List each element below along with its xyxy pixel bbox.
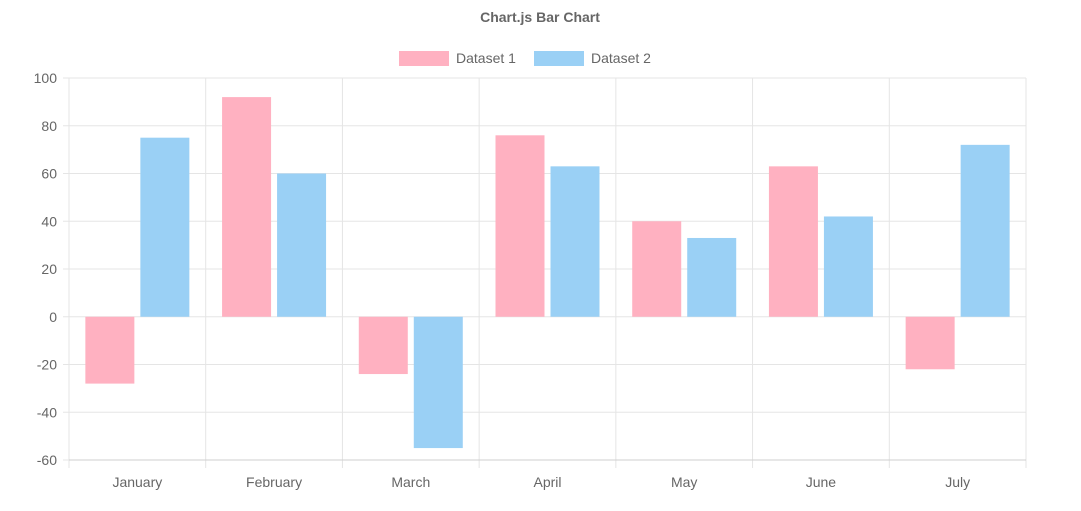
y-tick-label: 40 — [41, 213, 57, 229]
y-tick-label: -20 — [37, 357, 57, 373]
x-tick-label: May — [671, 474, 697, 490]
bar-dataset-2-july[interactable] — [960, 144, 1010, 317]
y-tick-label: 80 — [41, 118, 57, 134]
y-tick-label: 0 — [49, 309, 57, 325]
bar-dataset-1-june[interactable] — [768, 166, 818, 317]
bars-layer — [85, 97, 1010, 449]
bar-dataset-2-june[interactable] — [823, 216, 873, 317]
y-axis-ticks: 100 80 60 40 20 0 -20 -40 -60 — [34, 70, 58, 468]
bar-dataset-1-july[interactable] — [905, 316, 955, 370]
x-tick-label: January — [112, 474, 162, 490]
y-tick-label: 100 — [34, 70, 58, 86]
x-tick-label: April — [533, 474, 561, 490]
x-tick-label: March — [391, 474, 430, 490]
bar-dataset-2-may[interactable] — [687, 237, 737, 317]
legend-swatch-dataset-2 — [534, 51, 584, 66]
bar-dataset-1-april[interactable] — [495, 135, 545, 317]
y-tick-label: -40 — [37, 404, 57, 420]
legend-label-dataset-2: Dataset 2 — [591, 50, 651, 66]
bar-dataset-2-february[interactable] — [277, 173, 327, 317]
bar-dataset-1-january[interactable] — [85, 316, 135, 384]
x-tick-label: July — [945, 474, 970, 490]
y-tick-label: 20 — [41, 261, 57, 277]
legend-item-dataset-2[interactable]: Dataset 2 — [534, 50, 651, 66]
bar-dataset-1-february[interactable] — [222, 97, 272, 317]
x-tick-label: June — [806, 474, 837, 490]
x-axis-ticks: January February March April May June July — [112, 474, 970, 490]
legend-swatch-dataset-1 — [399, 51, 449, 66]
chart-title: Chart.js Bar Chart — [480, 9, 600, 25]
bar-dataset-2-january[interactable] — [140, 137, 190, 317]
bar-dataset-1-march[interactable] — [358, 316, 408, 375]
legend: Dataset 1 Dataset 2 — [399, 50, 651, 66]
legend-label-dataset-1: Dataset 1 — [456, 50, 516, 66]
legend-item-dataset-1[interactable]: Dataset 1 — [399, 50, 516, 66]
bar-dataset-1-may[interactable] — [632, 221, 682, 317]
bar-dataset-2-april[interactable] — [550, 166, 600, 317]
x-tick-label: February — [246, 474, 302, 490]
y-tick-label: -60 — [37, 452, 57, 468]
bar-dataset-2-march[interactable] — [413, 316, 463, 449]
y-tick-label: 60 — [41, 166, 57, 182]
